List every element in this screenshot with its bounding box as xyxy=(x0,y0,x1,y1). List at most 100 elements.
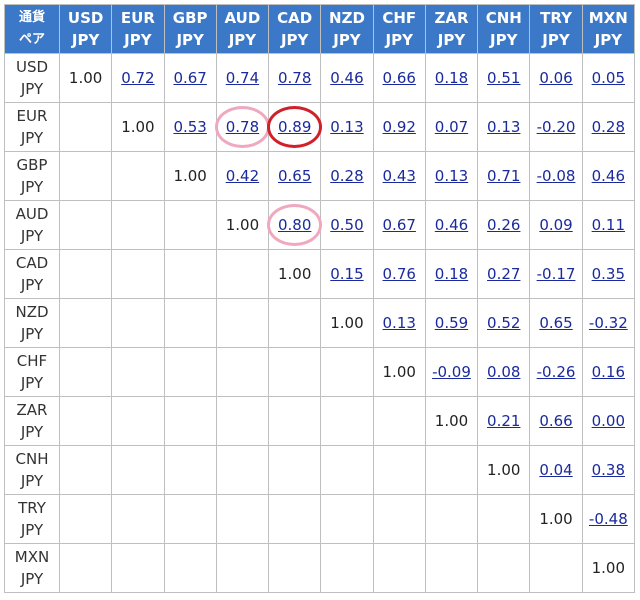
correlation-cell xyxy=(215,396,270,446)
correlation-link[interactable]: 0.16 xyxy=(591,363,626,381)
correlation-link[interactable]: 0.09 xyxy=(539,216,573,234)
column-header-base: CNH xyxy=(485,9,522,27)
correlation-link[interactable]: 0.38 xyxy=(591,461,626,479)
correlation-cell: 0.65 xyxy=(529,298,583,348)
row-header-base: AUD xyxy=(15,205,49,223)
correlation-cell: 0.04 xyxy=(529,445,583,495)
correlation-link[interactable]: 0.13 xyxy=(487,118,521,136)
correlation-link[interactable]: 0.35 xyxy=(591,265,626,283)
correlation-link[interactable]: 0.66 xyxy=(382,69,416,87)
correlation-link[interactable]: 0.13 xyxy=(434,167,469,185)
correlation-link[interactable]: 0.26 xyxy=(487,216,521,234)
row-header-base: ZAR xyxy=(16,401,48,419)
correlation-link[interactable]: 0.07 xyxy=(434,118,469,136)
correlation-link[interactable]: 0.46 xyxy=(434,216,469,234)
correlation-link[interactable]: -0.08 xyxy=(536,167,576,185)
correlation-link[interactable]: 0.67 xyxy=(173,69,207,87)
row-header-quote: JPY xyxy=(20,227,44,245)
row-header-zar: ZAR JPY xyxy=(4,396,60,446)
correlation-link[interactable]: 0.46 xyxy=(330,69,364,87)
correlation-cell xyxy=(424,494,479,544)
correlation-link[interactable]: 0.67 xyxy=(382,216,416,234)
correlation-link[interactable]: 0.18 xyxy=(434,265,469,283)
correlation-cell: 0.18 xyxy=(424,53,479,103)
correlation-cell: 0.92 xyxy=(372,102,426,152)
correlation-link[interactable]: 0.46 xyxy=(591,167,626,185)
correlation-link[interactable]: 0.65 xyxy=(539,314,573,332)
correlation-link[interactable]: 0.43 xyxy=(382,167,416,185)
correlation-link[interactable]: -0.48 xyxy=(588,510,628,528)
correlation-link[interactable]: 0.05 xyxy=(591,69,626,87)
correlation-link[interactable]: 0.71 xyxy=(487,167,521,185)
correlation-link[interactable]: 0.28 xyxy=(591,118,626,136)
correlation-link[interactable]: 0.53 xyxy=(173,118,207,136)
correlation-link[interactable]: 0.11 xyxy=(591,216,626,234)
correlation-link[interactable]: -0.32 xyxy=(588,314,628,332)
correlation-link[interactable]: -0.26 xyxy=(536,363,576,381)
correlation-link[interactable]: 0.15 xyxy=(330,265,364,283)
correlation-link[interactable]: 0.78 xyxy=(277,69,312,87)
correlation-link[interactable]: 0.28 xyxy=(330,167,364,185)
table-row: USD JPY 1.00 0.72 0.67 0.74 0.78 0.46 0.66 0.18 0.… xyxy=(4,53,636,103)
correlation-link[interactable]: 0.13 xyxy=(382,314,416,332)
correlation-cell xyxy=(111,200,165,250)
correlation-cell xyxy=(320,494,374,544)
correlation-cell: 0.66 xyxy=(529,396,583,446)
correlation-link[interactable]: 0.00 xyxy=(591,412,626,430)
correlation-link[interactable]: 0.27 xyxy=(487,265,521,283)
correlation-link[interactable]: 0.92 xyxy=(382,118,416,136)
correlation-link[interactable]: 0.74 xyxy=(225,69,260,87)
row-header-gbp: GBP JPY xyxy=(4,151,60,201)
correlation-cell: 0.08 xyxy=(477,347,531,397)
table-row: CNH JPY 1.00 0.04 0.38 xyxy=(4,445,636,495)
correlation-link[interactable]: 0.08 xyxy=(487,363,521,381)
correlation-cell xyxy=(111,543,165,593)
column-header-usd: USD JPY xyxy=(58,4,113,54)
column-header-quote: JPY xyxy=(333,31,361,49)
correlation-link[interactable]: 0.59 xyxy=(434,314,469,332)
correlation-link[interactable]: -0.09 xyxy=(432,363,471,381)
correlation-link[interactable]: 0.65 xyxy=(277,167,312,185)
correlation-cell xyxy=(268,298,322,348)
correlation-cell xyxy=(215,543,270,593)
correlation-link[interactable]: 0.06 xyxy=(539,69,573,87)
correlation-cell xyxy=(58,347,113,397)
diagonal-value: 1.00 xyxy=(434,412,469,430)
correlation-cell: 0.09 xyxy=(529,200,583,250)
row-header-base: GBP xyxy=(16,156,48,174)
correlation-link[interactable]: 0.76 xyxy=(382,265,416,283)
correlation-link[interactable]: 0.04 xyxy=(539,461,573,479)
correlation-cell: 0.27 xyxy=(477,249,531,299)
correlation-cell xyxy=(215,445,270,495)
correlation-link[interactable]: 0.13 xyxy=(330,118,364,136)
column-header-base: MXN xyxy=(588,9,628,27)
correlation-cell: 0.71 xyxy=(477,151,531,201)
row-header-quote: JPY xyxy=(20,325,44,343)
correlation-cell xyxy=(268,347,322,397)
column-header-base: USD xyxy=(67,9,104,27)
column-header-quote: JPY xyxy=(124,31,152,49)
correlation-cell xyxy=(163,494,217,544)
correlation-link[interactable]: 0.42 xyxy=(225,167,260,185)
correlation-link[interactable]: 0.21 xyxy=(487,412,521,430)
correlation-link[interactable]: 0.72 xyxy=(121,69,155,87)
correlation-cell xyxy=(58,396,113,446)
red-highlight-circle xyxy=(266,106,323,148)
row-header-nzd: NZD JPY xyxy=(4,298,60,348)
correlation-link[interactable]: 0.52 xyxy=(487,314,521,332)
table-row: AUD JPY 1.00 0.80 0.50 0.67 0.46 0.26 0.09 0.11 xyxy=(4,200,636,250)
correlation-cell: 0.13 xyxy=(477,102,531,152)
correlation-cell xyxy=(58,543,113,593)
column-header-quote: JPY xyxy=(228,31,257,49)
correlation-cell: 0.13 xyxy=(320,102,374,152)
correlation-cell xyxy=(111,445,165,495)
column-header-quote: JPY xyxy=(542,31,570,49)
correlation-link[interactable]: 0.18 xyxy=(434,69,469,87)
correlation-link[interactable]: -0.20 xyxy=(536,118,576,136)
correlation-link[interactable]: -0.17 xyxy=(536,265,576,283)
column-header-base: AUD xyxy=(224,9,261,27)
correlation-link[interactable]: 0.51 xyxy=(487,69,521,87)
correlation-link[interactable]: 0.50 xyxy=(330,216,364,234)
column-header-base: GBP xyxy=(172,9,208,27)
correlation-link[interactable]: 0.66 xyxy=(539,412,573,430)
